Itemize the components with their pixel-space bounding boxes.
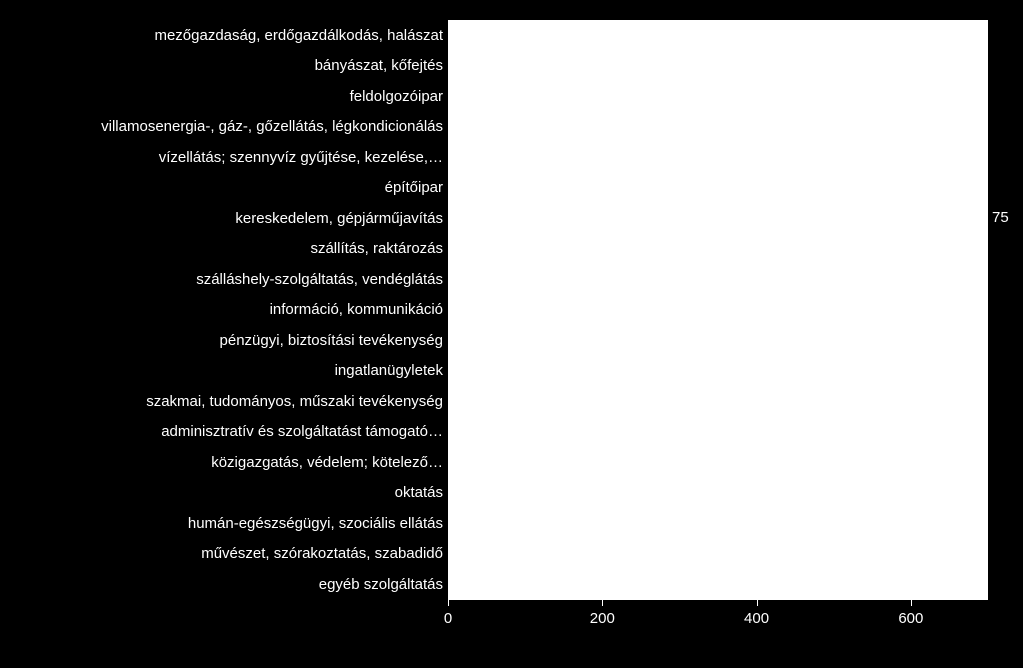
y-label: építőipar — [385, 173, 443, 204]
x-tick-mark — [602, 600, 603, 606]
y-label: egyéb szolgáltatás — [319, 569, 443, 600]
y-label: közigazgatás, védelem; kötelező… — [211, 447, 443, 478]
y-label: villamosenergia-, gáz-, gőzellátás, légk… — [101, 112, 443, 143]
bar — [448, 207, 506, 229]
y-label: adminisztratív és szolgáltatást támogató… — [161, 417, 443, 448]
chart-container: mezőgazdaság, erdőgazdálkodás, halászatb… — [0, 10, 1023, 668]
x-tick-label: 0 — [444, 610, 452, 627]
x-tick-mark — [757, 600, 758, 606]
x-tick-mark — [911, 600, 912, 606]
y-label: ingatlanügyletek — [335, 356, 443, 387]
y-label: szállítás, raktározás — [310, 234, 443, 265]
y-label: művészet, szórakoztatás, szabadidő — [201, 539, 443, 570]
y-label: humán-egészségügyi, szociális ellátás — [188, 508, 443, 539]
y-label: információ, kommunikáció — [270, 295, 443, 326]
y-label: pénzügyi, biztosítási tevékenység — [220, 325, 443, 356]
y-label: szálláshely-szolgáltatás, vendéglátás — [196, 264, 443, 295]
y-label: vízellátás; szennyvíz gyűjtése, kezelése… — [159, 142, 443, 173]
y-label: bányászat, kőfejtés — [315, 51, 443, 82]
y-label: mezőgazdaság, erdőgazdálkodás, halászat — [154, 20, 443, 51]
plot-area — [448, 20, 988, 600]
x-tick-mark — [448, 600, 449, 606]
y-label: feldolgozóipar — [350, 81, 443, 112]
y-label: szakmai, tudományos, műszaki tevékenység — [146, 386, 443, 417]
x-tick-label: 200 — [590, 610, 615, 627]
y-label: kereskedelem, gépjárműjavítás — [235, 203, 443, 234]
bar-value-label: 75 — [992, 209, 1009, 226]
x-tick-label: 600 — [898, 610, 923, 627]
y-label: oktatás — [395, 478, 443, 509]
x-tick-label: 400 — [744, 610, 769, 627]
